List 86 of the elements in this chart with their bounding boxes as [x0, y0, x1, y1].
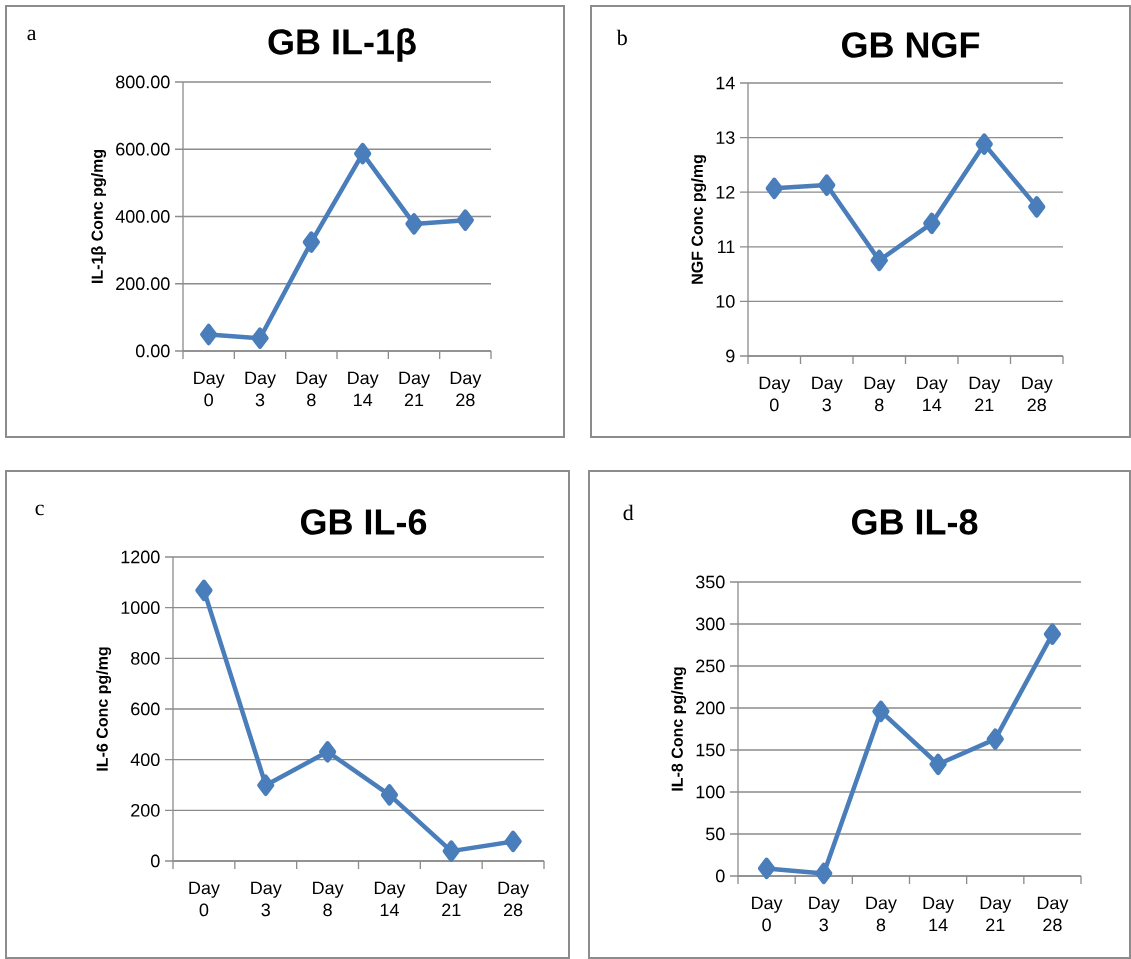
x-tick-label: Day 8: [866, 896, 897, 932]
point: [923, 212, 941, 235]
y-tick-label: 400: [130, 753, 160, 767]
point: [929, 753, 947, 776]
x-tick-label: Day 14: [348, 371, 379, 407]
point: [195, 579, 213, 602]
y-tick-label: 250: [696, 659, 725, 673]
y-tick-label: 300: [695, 617, 725, 631]
point: [302, 231, 320, 253]
x-tick-label: Day 21: [969, 376, 1001, 412]
point: [975, 133, 993, 155]
chart-title: GB IL-6: [300, 509, 427, 535]
point: [986, 728, 1004, 750]
text: b: [616, 29, 627, 46]
x-tick-label: Day 0: [194, 371, 225, 407]
text: a: [27, 29, 37, 41]
x-tick-label: Day 0: [189, 881, 220, 917]
chart-title: GB NGF: [842, 32, 980, 58]
y-tick-label: 0: [716, 869, 725, 883]
y-tick-label: 100: [696, 785, 725, 799]
point: [872, 700, 890, 723]
point: [200, 323, 218, 346]
point: [318, 741, 337, 763]
chart-title: GB IL-8: [852, 509, 978, 535]
point: [818, 174, 836, 196]
y-axis-title: IL-1β Conc pg/mg: [91, 150, 107, 283]
point: [1028, 196, 1046, 218]
chart-title: GB IL-1β: [268, 28, 416, 62]
y-tick-label: 350: [695, 575, 725, 589]
y-tick-label: 9: [726, 349, 735, 363]
y-tick-label: 400.00: [115, 210, 170, 223]
y-tick-label: 800: [131, 651, 160, 665]
y-tick-label: 150: [696, 743, 725, 757]
x-tick-label: Day 28: [450, 371, 482, 407]
x-tick-label: Day 28: [1022, 376, 1053, 412]
y-tick-label: 14: [716, 76, 735, 90]
text: d: [623, 504, 634, 521]
y-tick-label: 0: [151, 854, 160, 868]
x-tick-label: Day 0: [752, 896, 783, 932]
x-tick-label: Day 14: [917, 376, 948, 412]
text: c: [35, 504, 44, 516]
y-tick-label: 600: [131, 702, 160, 716]
point: [442, 840, 460, 862]
x-tick-label: Day 3: [251, 881, 282, 917]
y-tick-label: 13: [716, 131, 735, 144]
point: [405, 213, 423, 235]
x-tick-label: Day 21: [436, 881, 468, 917]
x-tick-label: Day 8: [864, 376, 896, 412]
y-axis-title: IL-8 Conc pg/mg: [671, 667, 687, 791]
y-tick-label: 800.00: [116, 75, 170, 89]
point: [1043, 623, 1062, 645]
y-tick-label: 11: [717, 240, 735, 253]
point: [815, 862, 833, 885]
y-axis-title: NGF Conc pg/mg: [691, 155, 707, 284]
y-tick-label: 200: [131, 803, 160, 817]
point: [757, 857, 776, 880]
point: [354, 142, 372, 165]
x-tick-label: Day 21: [399, 371, 430, 407]
point: [456, 209, 474, 231]
x-tick-label: Day 3: [812, 376, 843, 412]
point: [251, 327, 269, 349]
x-tick-label: Day 21: [980, 896, 1012, 932]
y-tick-label: 1200: [121, 550, 160, 564]
y-tick-label: 12: [716, 185, 735, 199]
point: [380, 784, 399, 806]
point: [257, 774, 275, 797]
x-tick-label: Day 14: [374, 881, 406, 917]
x-tick-label: Day 14: [923, 896, 955, 932]
y-axis-title: IL-6 Conc pg/mg: [96, 647, 112, 771]
y-tick-label: 600.00: [116, 142, 170, 156]
y-tick-label: 1000: [121, 601, 160, 615]
x-tick-label: Day 8: [296, 371, 328, 407]
y-tick-label: 200: [696, 701, 725, 715]
y-tick-label: 50: [705, 827, 725, 841]
x-tick-label: Day 28: [498, 881, 530, 917]
point: [870, 249, 888, 272]
x-tick-label: Day 8: [313, 881, 344, 917]
y-tick-label: 0.00: [135, 344, 170, 358]
y-tick-label: 10: [716, 295, 735, 308]
x-tick-label: Day 3: [245, 371, 276, 407]
y-tick-label: 200.00: [116, 277, 170, 291]
point: [765, 177, 783, 200]
x-tick-label: Day 28: [1037, 896, 1069, 932]
x-tick-label: Day 3: [809, 896, 840, 932]
point: [504, 830, 522, 853]
x-tick-label: Day 0: [759, 376, 791, 412]
